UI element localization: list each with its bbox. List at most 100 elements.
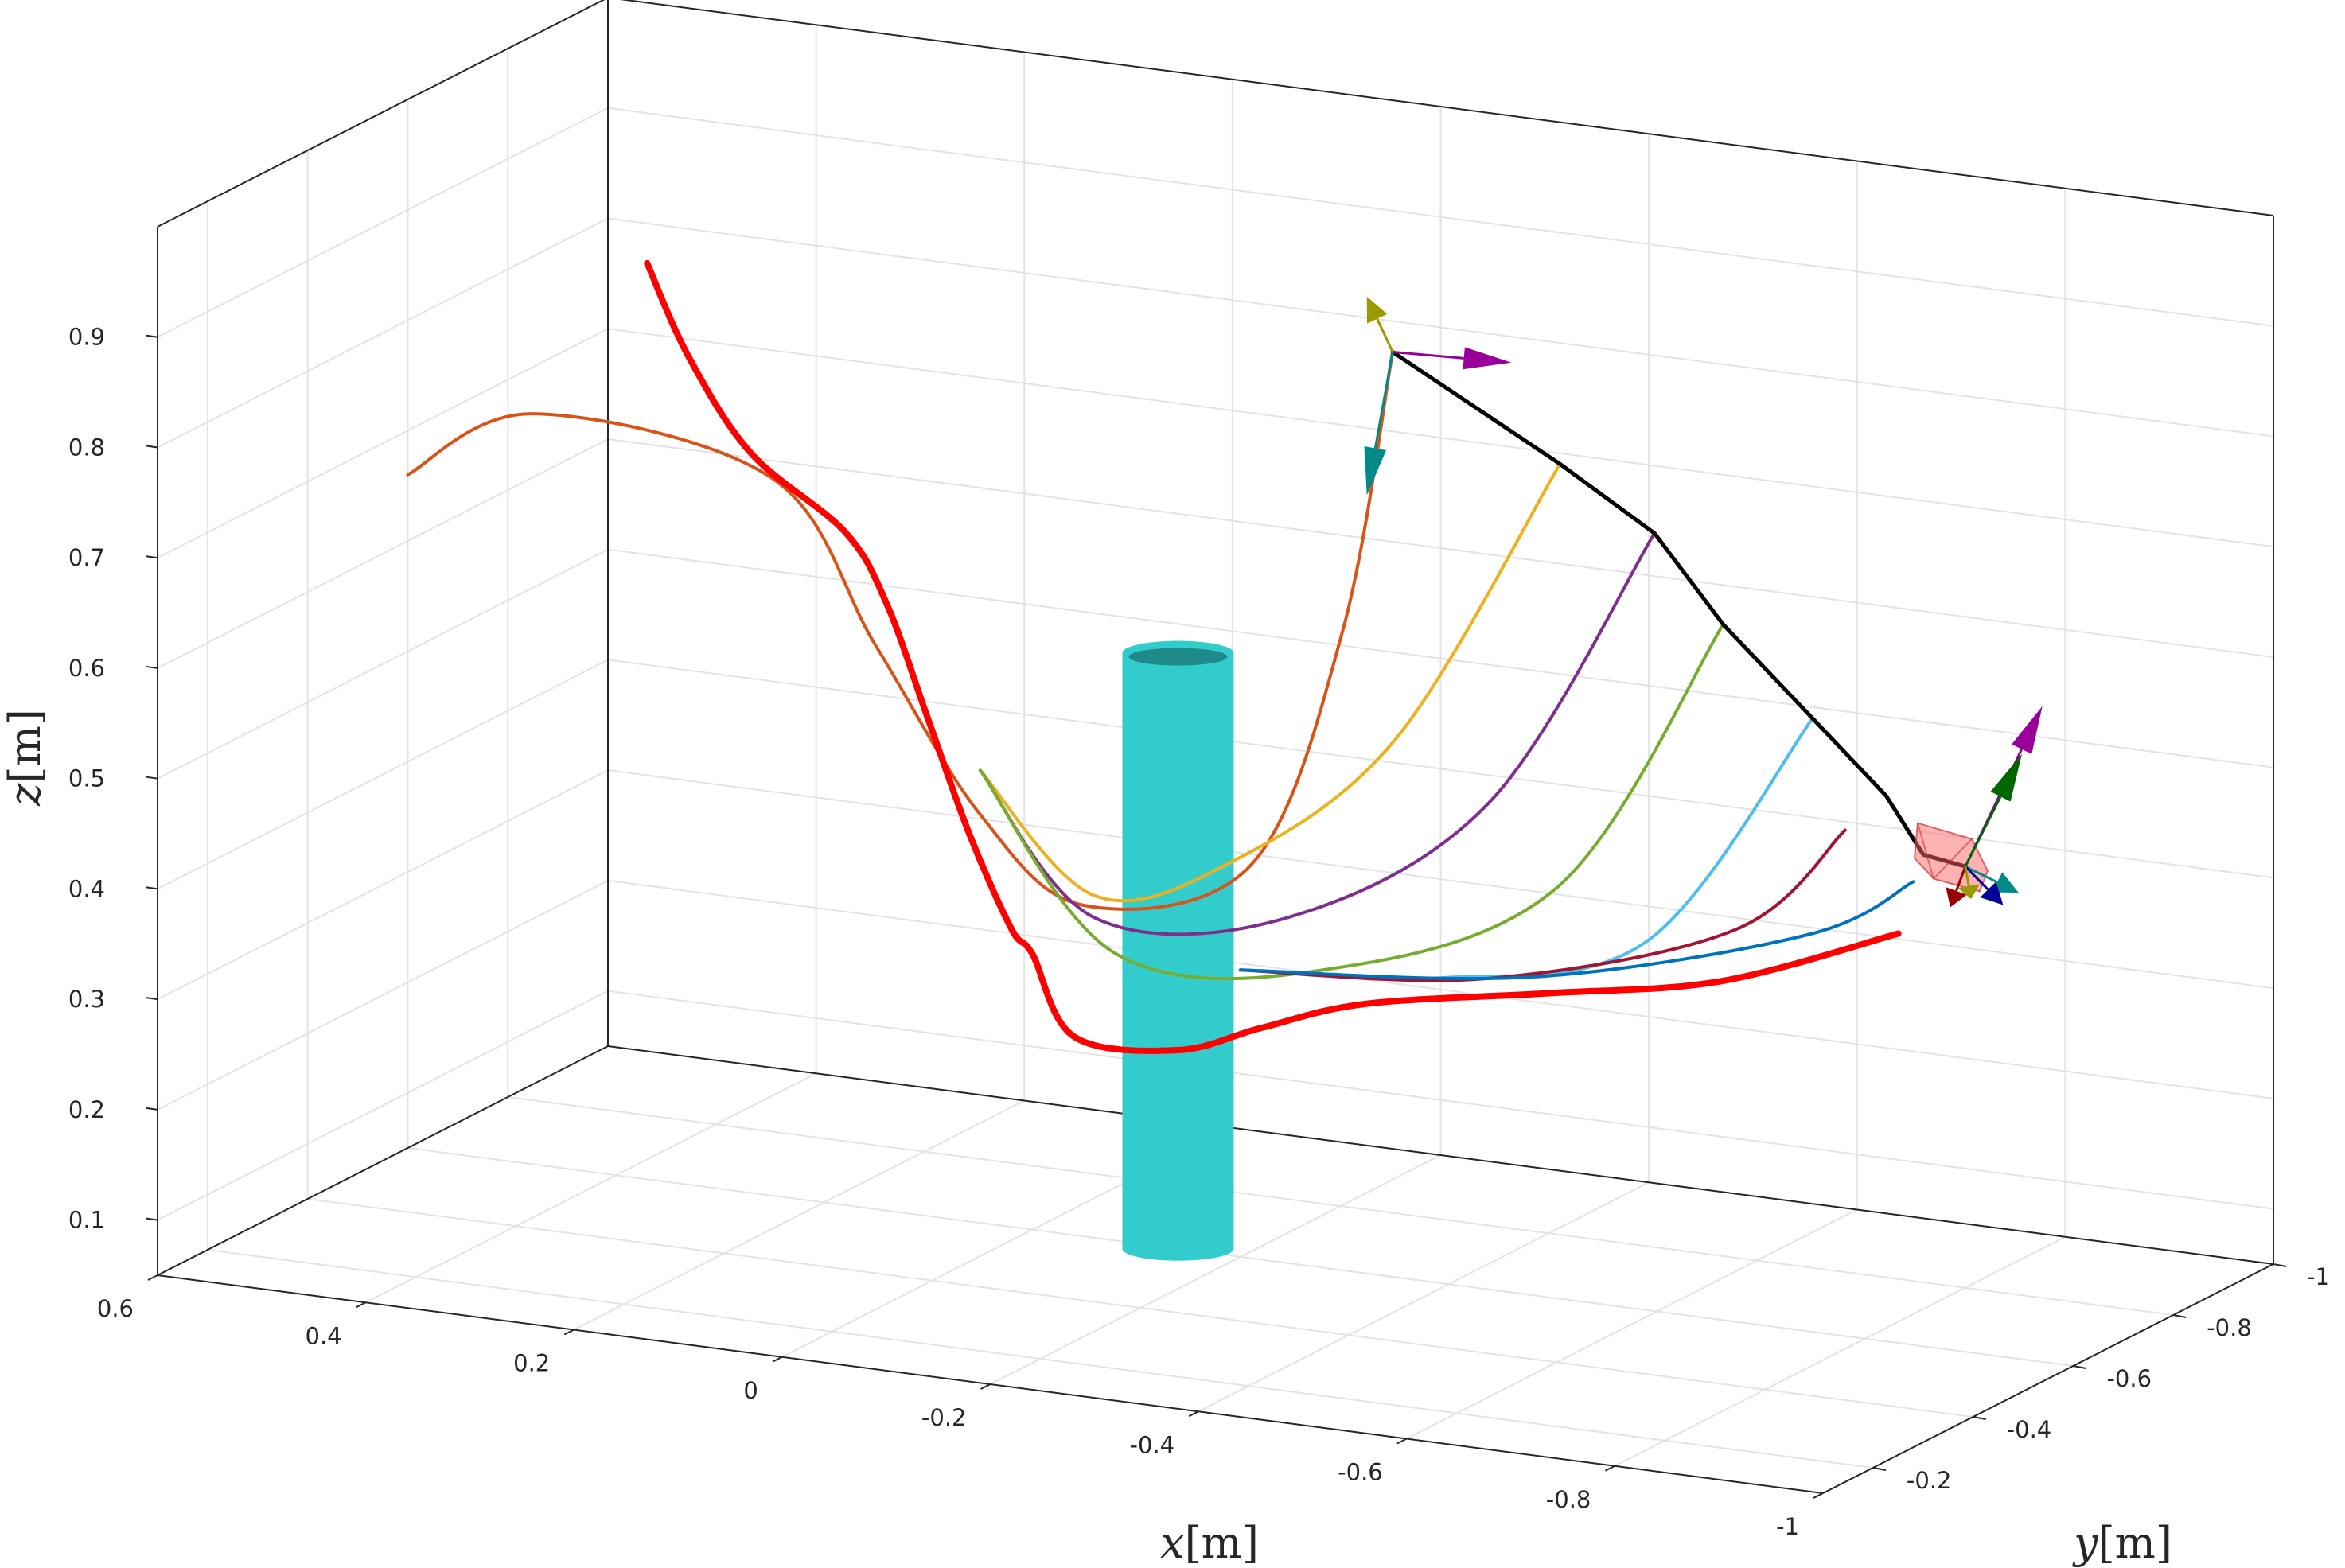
y-tick-mark <box>2173 1314 2187 1318</box>
frame-axis-shaft <box>1373 352 1394 449</box>
grid-line-floor-x <box>1198 1181 1650 1413</box>
z-tick-label: 0.4 <box>68 875 105 902</box>
frame-layer <box>1364 296 2043 908</box>
grid-line-wall-z <box>607 769 2274 990</box>
frame-axis-head <box>1366 296 1388 324</box>
z-tick-label: 0.1 <box>68 1207 105 1234</box>
grid-line-floor-y <box>508 1096 2174 1316</box>
frame-axis-head <box>1990 753 2022 802</box>
y-tick-label: -0.4 <box>2007 1416 2052 1443</box>
y-tick-label: -0.6 <box>2106 1365 2152 1392</box>
z-tick-mark <box>146 997 158 1001</box>
series-candidate <box>978 462 1562 903</box>
x-tick-label: 0 <box>743 1377 758 1404</box>
grid-line-floor-y <box>207 1249 1874 1469</box>
y-axis-unit: [m] <box>2098 1518 2172 1568</box>
series-layer <box>406 259 1968 1054</box>
axis-box-edge <box>157 1045 609 1276</box>
grid-line-wall-z <box>607 548 2274 768</box>
z-tick-mark <box>146 1217 158 1221</box>
frame-axis-shaft <box>1392 350 1464 360</box>
y-tick-mark <box>2273 1263 2287 1267</box>
frame-axis-shaft <box>1964 796 2002 867</box>
grid-line-side-z <box>157 659 609 890</box>
x-tick-label: 0.6 <box>97 1295 134 1322</box>
frame-axis-head <box>1980 881 2004 905</box>
y-tick-mark <box>2073 1365 2086 1369</box>
grid-line-side-z <box>157 880 609 1111</box>
x-tick-mark <box>147 1274 158 1281</box>
x-tick-label: -0.4 <box>1130 1431 1175 1458</box>
obstacle-body <box>1122 652 1234 1249</box>
series-executed-trajectory <box>644 259 1902 1054</box>
z-tick-mark <box>146 445 158 449</box>
grid-line-floor-x <box>1614 1235 2066 1467</box>
axis-box-edge <box>620 0 2274 216</box>
z-tick-mark <box>146 334 158 338</box>
tool-layer <box>1913 822 1989 893</box>
x-tick-mark <box>1813 1492 1824 1499</box>
axis-box-edge <box>157 0 606 228</box>
grid-line-wall-z <box>607 217 2274 438</box>
grid-line-side-z <box>157 107 609 338</box>
tool-box <box>1913 822 1989 893</box>
grid-line-wall-z <box>607 328 2274 548</box>
obstacle-top <box>1128 648 1228 666</box>
series-candidate <box>978 531 1657 936</box>
z-tick-label: 0.5 <box>68 765 105 792</box>
z-tick-label: 0.7 <box>68 544 105 571</box>
grid-line-wall-z <box>607 438 2274 658</box>
z-tick-label: 0.8 <box>68 434 105 461</box>
obstacle-layer <box>1122 640 1234 1261</box>
grid-line-side-z <box>157 990 609 1221</box>
x-tick-mark <box>980 1383 991 1390</box>
grid-line-floor-y <box>407 1147 2074 1367</box>
z-tick-mark <box>146 1107 158 1111</box>
x-axis-symbol: x <box>1160 1518 1184 1568</box>
grid-line-side-z <box>157 548 609 780</box>
y-tick-label: -1 <box>2307 1263 2330 1290</box>
frame-axis-shaft <box>1376 318 1394 353</box>
x-tick-label: -0.6 <box>1338 1459 1383 1486</box>
y-tick-mark <box>1872 1467 1887 1471</box>
z-tick-mark <box>146 886 158 890</box>
grid-line-floor-x <box>990 1154 1441 1385</box>
grid-line-wall-z <box>607 107 2274 327</box>
z-tick-label: 0.6 <box>68 655 105 682</box>
y-axis-symbol: y <box>2072 1518 2099 1568</box>
frame-axis-head <box>1957 884 1980 899</box>
frame-axis-head <box>1946 887 1967 908</box>
x-tick-label: 0.4 <box>306 1322 342 1349</box>
frame-axis-head <box>1364 446 1387 496</box>
tool-box-edge <box>1933 838 1973 880</box>
tool-box-edge <box>1917 823 1934 879</box>
y-axis-label: y[m] <box>2072 1518 2172 1568</box>
series-candidate <box>978 622 1725 981</box>
x-tick-mark <box>772 1356 783 1363</box>
x-axis-unit: [m] <box>1185 1518 1259 1568</box>
axis-box-edge <box>1822 1263 2274 1494</box>
x-tick-label: -0.2 <box>921 1404 967 1431</box>
tick-marks <box>146 334 2287 1499</box>
frame-axis-shaft <box>1964 866 1970 886</box>
y-tick-mark <box>1973 1416 1986 1420</box>
frame-axis-head <box>2012 706 2043 754</box>
grid-layer <box>157 0 2274 1494</box>
grid-line-side-z <box>157 328 609 559</box>
x-tick-mark <box>356 1301 367 1309</box>
z-tick-mark <box>146 776 158 780</box>
z-tick-mark <box>146 665 158 669</box>
frame-axis-head <box>1992 872 2019 893</box>
frame-axis-head <box>1463 347 1512 370</box>
series-candidate <box>406 350 1395 911</box>
x-tick-label: -1 <box>1776 1513 1799 1540</box>
z-axis-symbol: z <box>0 783 50 807</box>
grid-line-floor-x <box>1406 1208 1858 1440</box>
x-tick-mark <box>1604 1465 1615 1472</box>
z-tick-mark <box>146 555 158 559</box>
x-tick-label: 0.2 <box>513 1350 550 1377</box>
x-tick-mark <box>1396 1438 1408 1445</box>
z-tick-label: 0.2 <box>68 1096 105 1123</box>
y-tick-label: -0.2 <box>1907 1467 1952 1494</box>
